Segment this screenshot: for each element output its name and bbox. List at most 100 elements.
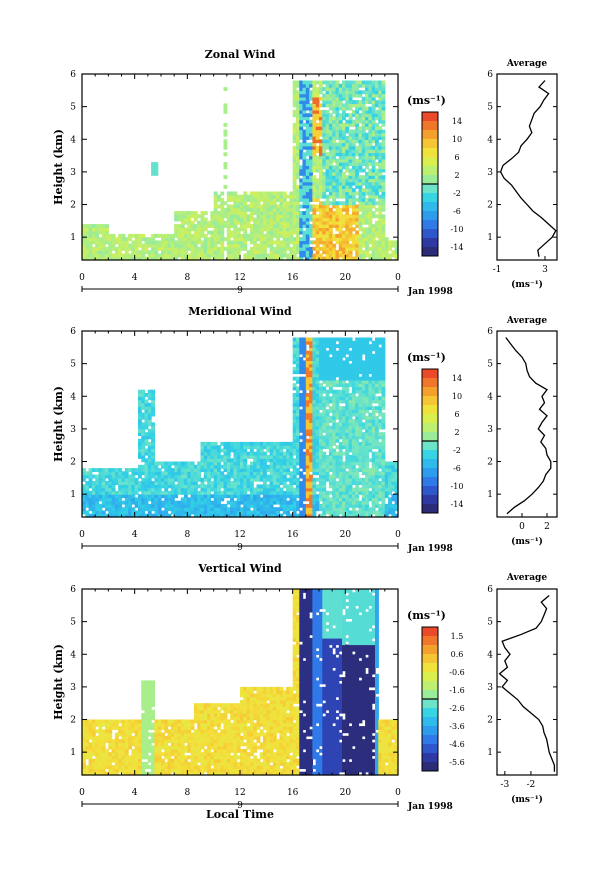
heatmap-cell — [368, 370, 373, 375]
heatmap-cell — [190, 220, 195, 225]
heatmap-cell — [355, 373, 360, 378]
heatmap-cell — [289, 227, 294, 232]
heatmap-cell — [203, 227, 208, 232]
heatmap-cell — [289, 481, 294, 485]
heatmap-cell — [328, 188, 333, 193]
colorbar-tick-label: 2 — [454, 171, 459, 180]
heatmap-cell — [164, 233, 169, 238]
heatmap-cell — [312, 126, 317, 131]
heatmap-cell — [375, 399, 379, 404]
heatmap-cell — [332, 224, 337, 228]
heatmap-cell — [272, 211, 277, 215]
heatmap-cell — [269, 250, 274, 255]
heatmap-cell — [213, 217, 218, 222]
heatmap-cell — [302, 353, 307, 358]
heatmap-cell — [249, 464, 254, 469]
heatmap-cell — [144, 468, 149, 472]
heatmap-cell — [315, 155, 320, 160]
heatmap-cell — [375, 481, 379, 485]
heatmap-cell — [375, 373, 379, 378]
heatmap-cell — [243, 198, 248, 202]
heatmap-cell — [105, 233, 109, 238]
average-x-tick-label: 3 — [542, 265, 548, 275]
heatmap-cell — [315, 406, 320, 410]
heatmap-cell — [365, 484, 369, 489]
heatmap-cell — [249, 240, 254, 245]
heatmap-cell — [276, 237, 281, 242]
heatmap-cell — [217, 461, 221, 466]
heatmap-cell — [276, 497, 281, 502]
heatmap-cell — [312, 119, 317, 124]
heatmap-cell — [302, 435, 307, 440]
heatmap-cell — [131, 471, 136, 476]
heatmap-cell — [147, 471, 152, 476]
heatmap-cell — [249, 445, 254, 450]
heatmap-cell — [299, 256, 304, 261]
heatmap-cell — [292, 211, 297, 215]
heatmap-cell — [305, 142, 310, 147]
heatmap-cell — [315, 233, 320, 238]
heatmap-cell — [375, 484, 379, 489]
heatmap-cell — [335, 344, 340, 348]
heatmap-cell — [305, 240, 310, 245]
heatmap-cell — [358, 155, 363, 160]
heatmap-cell — [282, 507, 287, 512]
heatmap-cell — [378, 494, 383, 499]
heatmap-cell — [351, 409, 356, 414]
heatmap-cell — [309, 181, 313, 186]
heatmap-cell — [342, 474, 346, 479]
heatmap-cell — [249, 217, 254, 222]
heatmap-cell — [381, 451, 386, 456]
heatmap-cell — [272, 510, 277, 515]
heatmap-cell — [365, 357, 369, 361]
heatmap-cell — [302, 217, 307, 222]
heatmap-cell — [296, 389, 300, 394]
heatmap-cell — [335, 363, 340, 368]
heatmap-cell — [296, 422, 300, 427]
heatmap-cell — [141, 487, 146, 492]
heatmap-cell — [312, 389, 317, 394]
heatmap-cell — [345, 350, 350, 355]
heatmap-cell — [315, 435, 320, 440]
heatmap-cell — [138, 497, 142, 502]
heatmap-cell — [105, 474, 109, 479]
heatmap-cell — [309, 337, 313, 342]
heatmap-cell — [361, 145, 366, 150]
heatmap-cell — [82, 507, 86, 512]
heatmap-cell — [305, 162, 310, 166]
heatmap-cell — [259, 217, 264, 222]
heatmap-cell — [98, 513, 103, 518]
heatmap-cell — [378, 487, 383, 492]
heatmap-cell — [177, 477, 182, 482]
heatmap-cell — [302, 510, 307, 515]
heatmap-cell — [190, 471, 195, 476]
heatmap-cell — [361, 507, 366, 512]
heatmap-cell — [299, 250, 304, 255]
heatmap-cell — [263, 494, 267, 499]
heatmap-cell — [190, 484, 195, 489]
heatmap-cell — [351, 178, 356, 183]
heatmap-cell — [375, 500, 379, 505]
heatmap-cell — [233, 510, 238, 515]
heatmap-cell — [319, 438, 323, 443]
heatmap-cell — [355, 445, 360, 450]
heatmap-cell — [371, 347, 376, 352]
heatmap-cell — [272, 464, 277, 469]
heatmap-cell — [111, 253, 116, 258]
heatmap-cell — [180, 503, 185, 508]
heatmap-cell — [91, 468, 96, 472]
heatmap-cell — [177, 224, 182, 228]
heatmap-cell — [312, 445, 317, 450]
heatmap-cell — [322, 240, 327, 245]
heatmap-cell — [233, 230, 238, 235]
heatmap-cell — [253, 207, 258, 212]
heatmap-cell — [95, 256, 100, 261]
heatmap-cell — [358, 178, 363, 183]
heatmap-cell — [348, 379, 353, 384]
heatmap-cell — [253, 487, 258, 492]
heatmap-cell — [111, 468, 116, 472]
heatmap-cell — [371, 383, 376, 388]
heatmap-cell — [190, 481, 195, 485]
heatmap-cell — [348, 139, 353, 144]
heatmap-cell — [315, 113, 320, 118]
